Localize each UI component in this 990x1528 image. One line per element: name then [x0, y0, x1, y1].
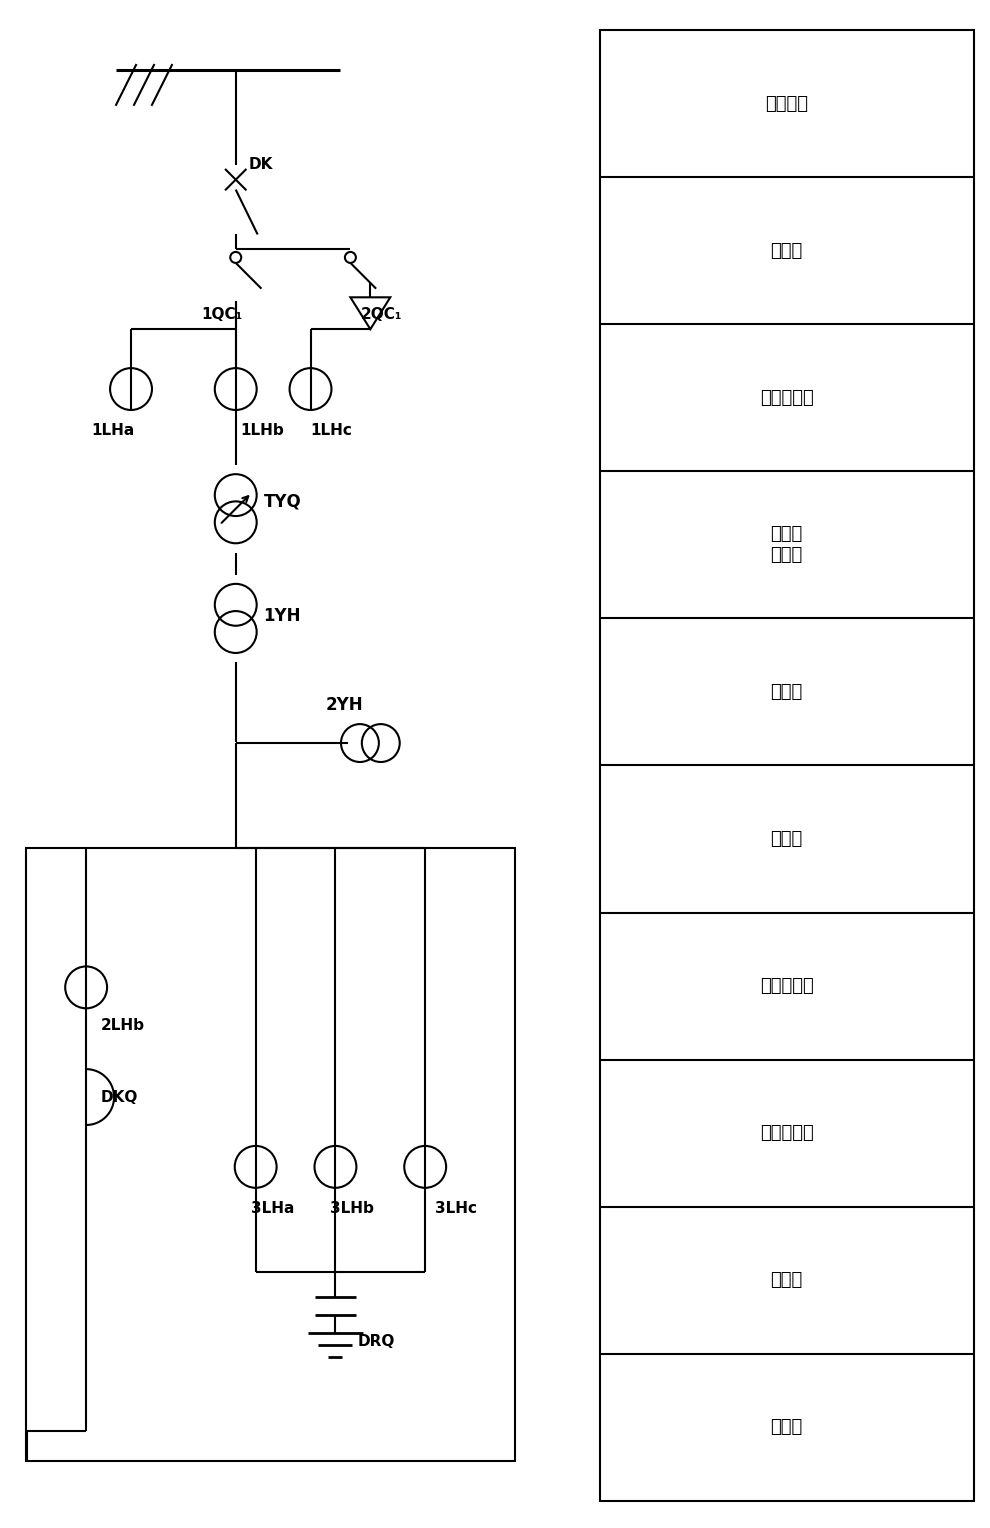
Bar — [27, 848, 515, 1461]
Text: 2LHb: 2LHb — [101, 1018, 146, 1033]
Text: 交流接触器: 交流接触器 — [759, 388, 814, 406]
Text: 总电流
互感器: 总电流 互感器 — [770, 526, 803, 564]
Text: 3LHb: 3LHb — [331, 1201, 374, 1216]
Text: 3LHc: 3LHc — [436, 1201, 477, 1216]
Text: 电容器: 电容器 — [770, 1418, 803, 1436]
Text: DRQ: DRQ — [357, 1334, 395, 1349]
Text: 电压互感器: 电压互感器 — [759, 976, 814, 995]
Text: 2YH: 2YH — [326, 697, 363, 714]
Text: 1LHa: 1LHa — [91, 423, 135, 439]
Text: DK: DK — [248, 157, 273, 173]
Text: 电流互感器: 电流互感器 — [759, 1125, 814, 1143]
Text: 1LHc: 1LHc — [311, 423, 352, 439]
Text: 调压器: 调压器 — [770, 683, 803, 701]
Text: DKQ: DKQ — [101, 1089, 139, 1105]
Text: 3LHa: 3LHa — [250, 1201, 294, 1216]
Text: 1YH: 1YH — [263, 608, 301, 625]
Text: 变压器: 变压器 — [770, 830, 803, 848]
Text: 2QC₁: 2QC₁ — [360, 307, 402, 322]
Bar — [600, 31, 973, 1500]
Text: 1QC₁: 1QC₁ — [201, 307, 243, 322]
Text: 1LHb: 1LHb — [241, 423, 284, 439]
Text: TYQ: TYQ — [263, 492, 301, 510]
Text: 动力电源: 动力电源 — [765, 95, 808, 113]
Text: 电抗器: 电抗器 — [770, 1271, 803, 1290]
Text: 断路器: 断路器 — [770, 241, 803, 260]
